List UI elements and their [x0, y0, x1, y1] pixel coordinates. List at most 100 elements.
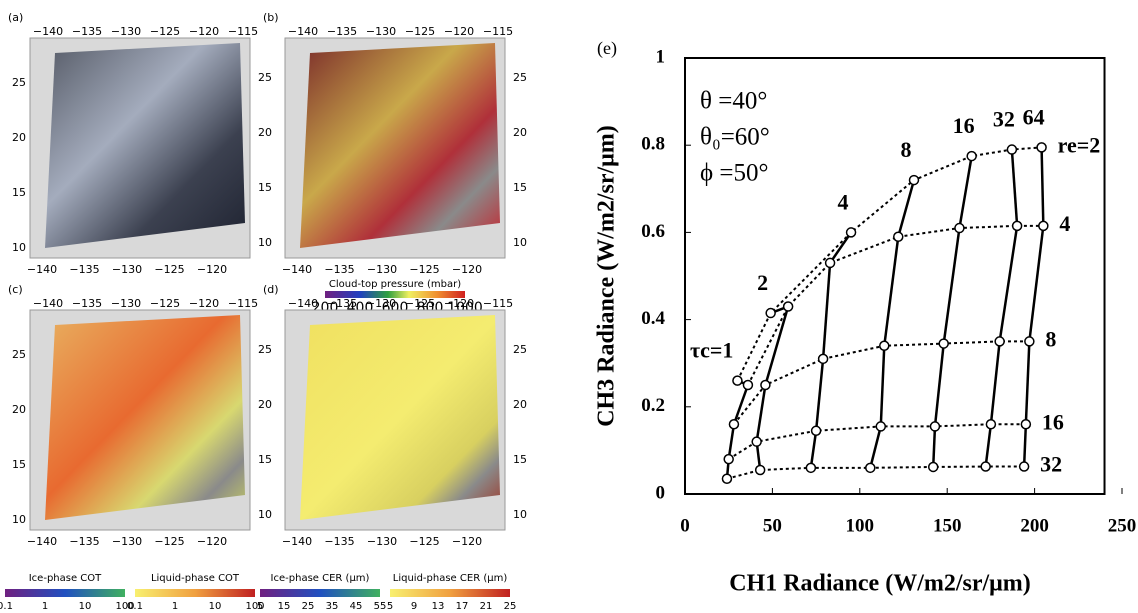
map-image [300, 43, 500, 248]
map-image [300, 315, 500, 520]
colorbar-title: Ice-phase COT [29, 573, 102, 584]
lat-tick-label: 20 [12, 403, 26, 416]
point [742, 379, 754, 391]
colorbar-tick-label: 15 [278, 601, 291, 612]
point [1006, 144, 1018, 155]
lon-tick-label: −115 [228, 297, 258, 310]
colorbar-title: Ice-phase CER (μm) [271, 573, 370, 584]
lon-tick-label: −115 [483, 25, 513, 38]
lat-tick-label: 10 [258, 236, 272, 249]
colorbar-tick-label: 1 [172, 601, 178, 612]
point [1024, 336, 1035, 347]
point [1038, 220, 1049, 232]
lon-tick-label: −135 [324, 263, 354, 276]
point [810, 425, 822, 437]
colorbar-tick-label: 1 [42, 601, 48, 612]
y-tick-label: 0.2 [641, 395, 665, 416]
lon-tick-label: −120 [452, 263, 482, 276]
tau-line [989, 341, 1001, 425]
point [754, 464, 766, 476]
lat-tick-label: 15 [12, 186, 26, 199]
colorbar-bar [390, 589, 510, 597]
y-tick-label: 1 [656, 46, 666, 67]
lon-tick-label: −125 [154, 263, 184, 276]
colorbar-tick-label: 9 [411, 601, 417, 612]
y-tick-label: 0.4 [641, 308, 665, 329]
series-label: 4 [1059, 211, 1070, 236]
lat-tick-label: 25 [12, 76, 26, 89]
lon-tick-label: −140 [288, 297, 318, 310]
tau-line [1022, 424, 1028, 467]
point [765, 307, 776, 319]
colorbar-title: Cloud-top pressure (mbar) [329, 279, 461, 290]
lat-tick-label: 10 [513, 236, 527, 249]
x-tick-label: 0 [680, 515, 690, 536]
lon-tick-label: −135 [69, 263, 99, 276]
colorbar-title: Liquid-phase CER (μm) [393, 573, 508, 584]
colorbar: Ice-phase COT 0.1 1 10 100 [0, 573, 135, 612]
y-tick-label: 0.6 [641, 221, 665, 242]
lon-tick-label: −125 [154, 535, 184, 548]
tau-line [1024, 341, 1031, 425]
colorbar-tick-label: 25 [302, 601, 315, 612]
x-tick-label: 250 [1108, 515, 1137, 536]
lat-tick-label: 10 [12, 513, 26, 526]
point [824, 257, 836, 269]
y-tick-label: 0 [656, 482, 666, 503]
lat-tick-label: 15 [258, 453, 272, 466]
lon-tick-label: −140 [33, 297, 63, 310]
point [994, 336, 1005, 347]
point [954, 222, 965, 234]
series-label: 8 [1045, 326, 1056, 351]
colorbar: Ice-phase CER (μm) 5 15 25 35 45 55 [257, 573, 387, 612]
series-label: 16 [1042, 409, 1064, 434]
tau-line [727, 424, 736, 460]
lat-tick-label: 25 [258, 343, 272, 356]
colorbar-tick-label: 55 [374, 601, 387, 612]
point [966, 150, 977, 162]
lon-tick-label: −120 [444, 297, 474, 310]
lon-tick-label: −120 [444, 25, 474, 38]
tau-line [764, 306, 790, 386]
tau-line [897, 179, 916, 238]
colorbar: Liquid-phase COT 0.1 1 10 100 [127, 573, 265, 612]
lon-tick-label: −120 [197, 263, 227, 276]
panel-label: (e) [597, 38, 617, 59]
lon-tick-label: −125 [405, 297, 435, 310]
tau-line [883, 236, 900, 346]
point [760, 379, 771, 391]
tau-label: 16 [953, 113, 975, 138]
point [1011, 220, 1023, 232]
lon-tick-label: −125 [409, 263, 439, 276]
colorbar-tick-label: 21 [480, 601, 493, 612]
point [927, 461, 939, 473]
lon-tick-label: −130 [366, 25, 396, 38]
colorbar-tick-label: 17 [456, 601, 469, 612]
tau-label: 2 [757, 270, 768, 295]
lon-tick-label: −130 [112, 263, 142, 276]
lon-tick-label: −135 [324, 535, 354, 548]
tau-line [809, 430, 818, 469]
tau-line [984, 424, 993, 467]
tau-line [1028, 225, 1045, 342]
colorbar-tick-label: 0.1 [0, 601, 13, 612]
annotation: ϕ =50° [700, 160, 769, 187]
tau-line [933, 343, 945, 427]
lon-tick-label: −125 [409, 535, 439, 548]
colorbar-tick-label: 35 [326, 601, 339, 612]
colorbar-bar [325, 291, 465, 298]
point [728, 418, 740, 430]
lat-tick-label: 15 [12, 458, 26, 471]
lon-tick-label: −135 [327, 25, 357, 38]
tau-label: 8 [900, 137, 911, 162]
tau-line [1040, 147, 1045, 226]
lon-tick-label: −140 [288, 25, 318, 38]
point [980, 461, 991, 472]
colorbar-tick-label: 25 [504, 601, 517, 612]
lat-tick-label: 25 [513, 71, 527, 84]
point [732, 375, 743, 386]
panel-label: (c) [8, 283, 23, 296]
x-tick-label: 100 [846, 515, 875, 536]
series-label: re=2 [1058, 132, 1101, 157]
